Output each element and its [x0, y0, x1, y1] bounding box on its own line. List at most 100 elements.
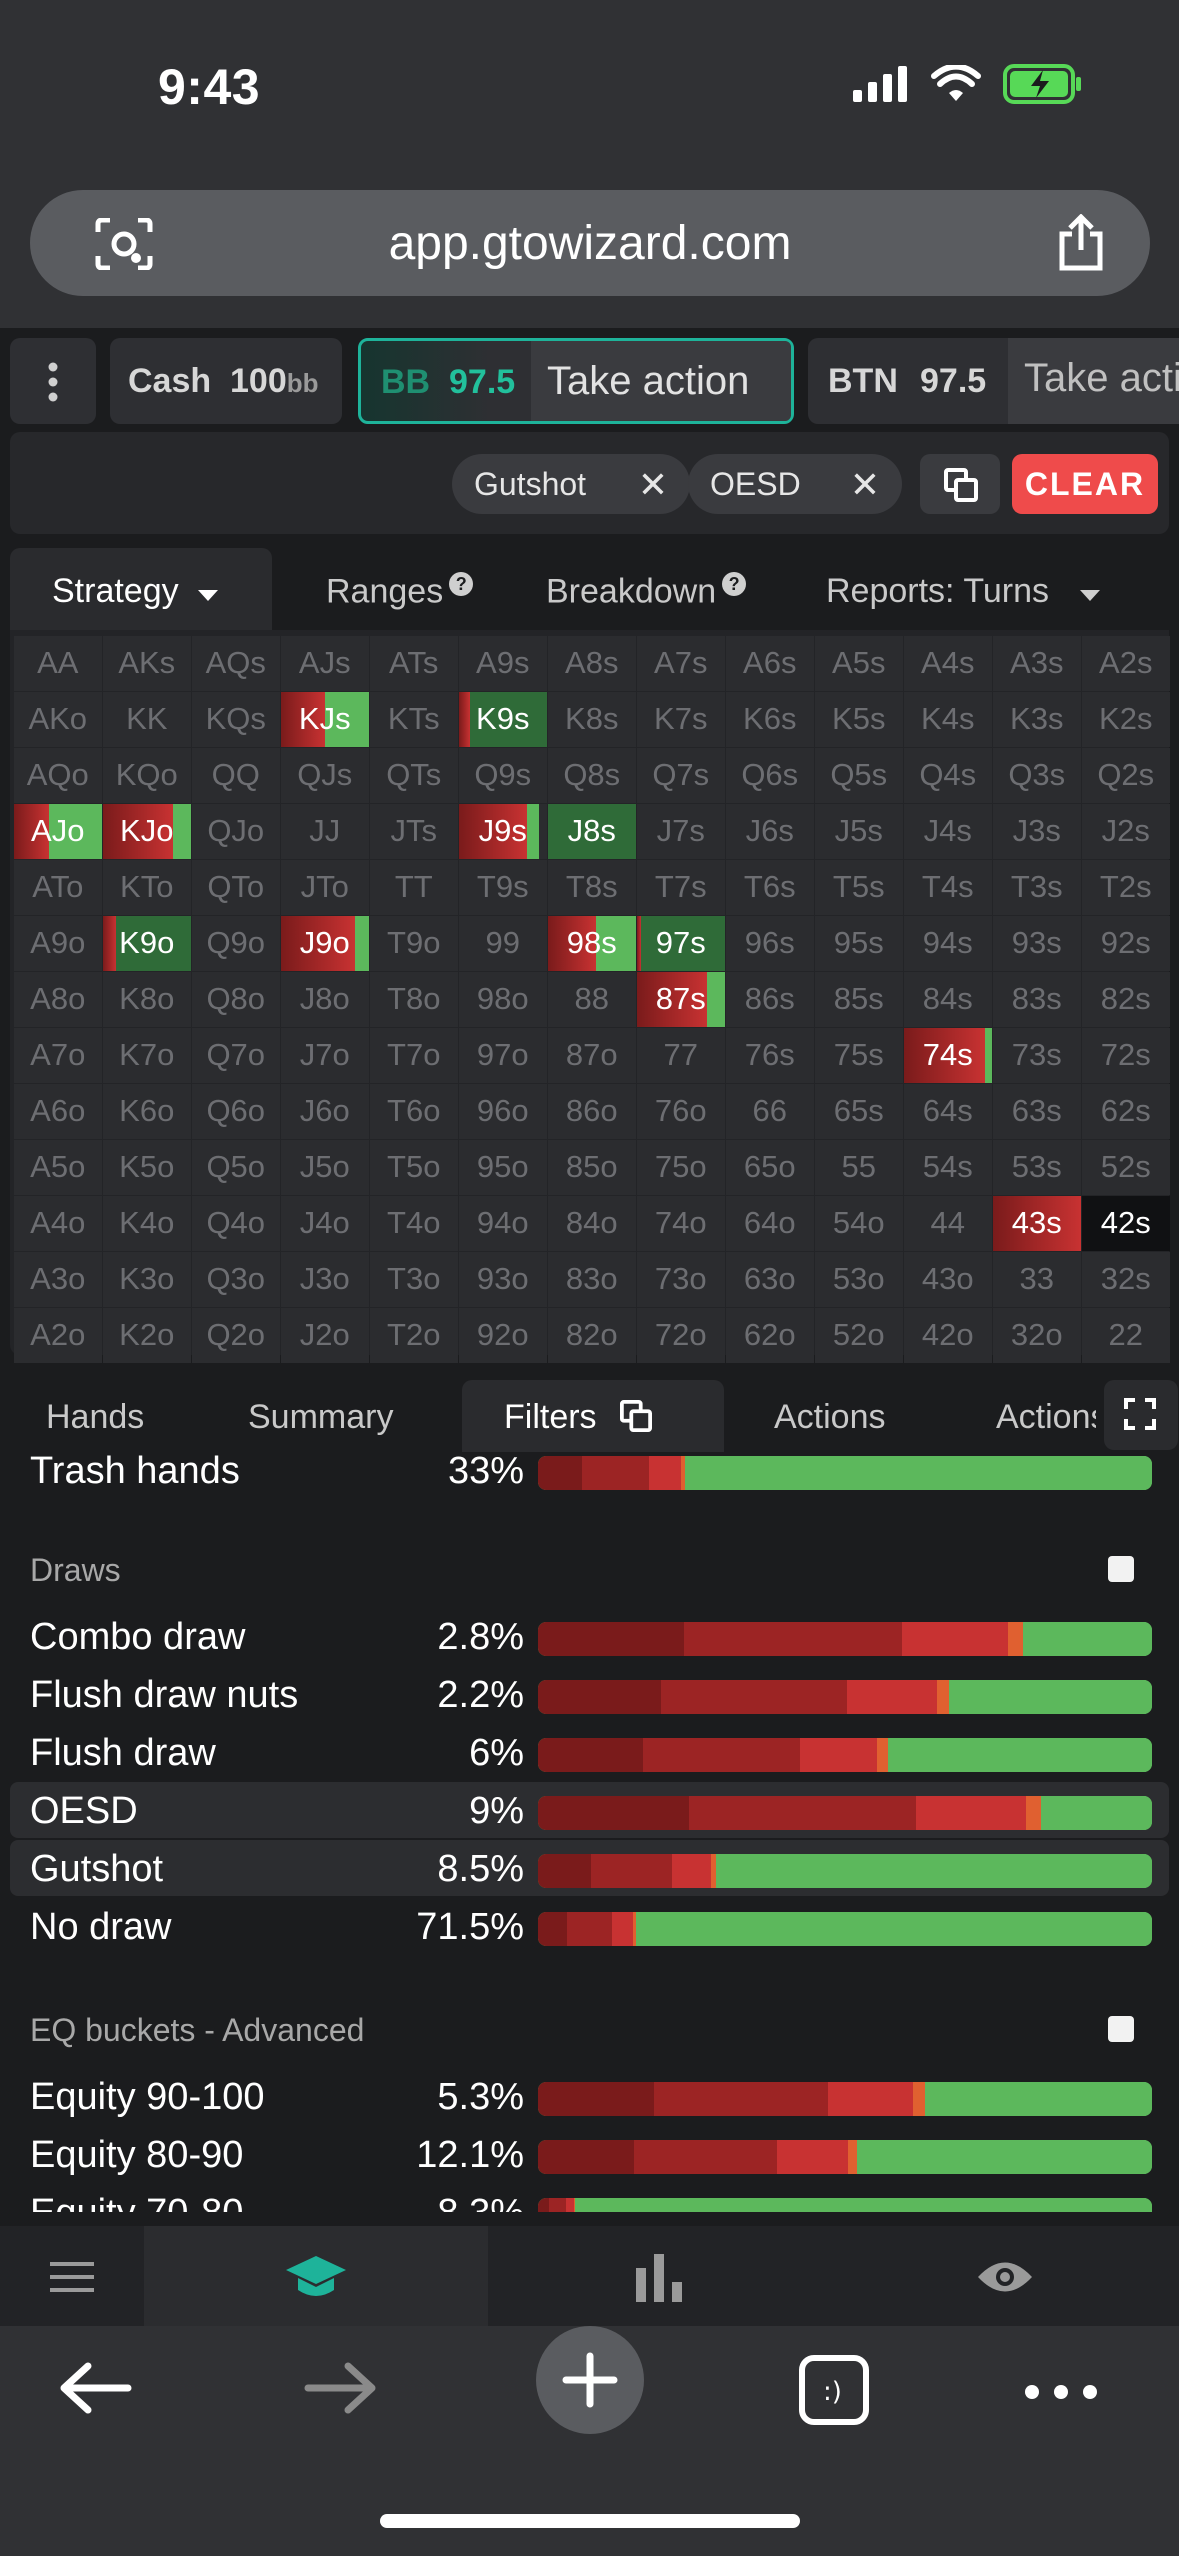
hand-cell[interactable]: K8o — [103, 972, 191, 1027]
hand-cell[interactable]: 33 — [993, 1252, 1081, 1307]
section-toggle[interactable] — [1108, 2016, 1134, 2042]
hand-cell[interactable]: J8o — [281, 972, 369, 1027]
hand-cell[interactable]: K6o — [103, 1084, 191, 1139]
hand-cell[interactable]: K5o — [103, 1140, 191, 1195]
hand-cell[interactable]: J9o — [281, 916, 369, 971]
hand-cell[interactable]: 62s — [1082, 1084, 1170, 1139]
hand-cell[interactable]: 32o — [993, 1308, 1081, 1363]
hand-cell[interactable]: Q5s — [815, 748, 903, 803]
hand-cell[interactable]: T5o — [370, 1140, 458, 1195]
hand-cell[interactable]: KQo — [103, 748, 191, 803]
hand-cell[interactable]: 97s — [637, 916, 725, 971]
hand-cell[interactable]: A4o — [14, 1196, 102, 1251]
hand-cell[interactable]: A8o — [14, 972, 102, 1027]
hand-cell[interactable]: AJo — [14, 804, 102, 859]
hand-cell[interactable]: QJs — [281, 748, 369, 803]
filter-row-oesd[interactable]: OESD 9% — [10, 1782, 1169, 1838]
hand-cell[interactable]: 93o — [459, 1252, 547, 1307]
hand-cell[interactable]: 52s — [1082, 1140, 1170, 1195]
hand-cell[interactable]: 55 — [815, 1140, 903, 1195]
hand-cell[interactable]: 95o — [459, 1140, 547, 1195]
tab-filters[interactable]: Filters — [462, 1380, 724, 1452]
hand-cell[interactable]: Q3o — [192, 1252, 280, 1307]
tab-summary[interactable]: Summary — [248, 1398, 394, 1436]
hand-cell[interactable]: 92o — [459, 1308, 547, 1363]
filter-row-combo-draw[interactable]: Combo draw 2.8% — [10, 1608, 1169, 1664]
hand-cell[interactable]: A3o — [14, 1252, 102, 1307]
hand-cell[interactable]: J4s — [904, 804, 992, 859]
hand-cell[interactable]: KTs — [370, 692, 458, 747]
hand-cell[interactable]: 52o — [815, 1308, 903, 1363]
hand-cell[interactable]: J6o — [281, 1084, 369, 1139]
filter-row-eq-70[interactable]: Equity 70-80 8.3% — [10, 2184, 1169, 2212]
hand-cell[interactable]: 87s — [637, 972, 725, 1027]
hand-cell[interactable]: Q5o — [192, 1140, 280, 1195]
hand-cell[interactable]: A5s — [815, 636, 903, 691]
hand-cell[interactable]: 98s — [548, 916, 636, 971]
hand-cell[interactable]: Q2o — [192, 1308, 280, 1363]
hand-cell[interactable]: Q9o — [192, 916, 280, 971]
hand-cell[interactable]: AQo — [14, 748, 102, 803]
hand-cell[interactable]: A2o — [14, 1308, 102, 1363]
hand-cell[interactable]: Q7s — [637, 748, 725, 803]
filter-row-trash[interactable]: Trash hands 33% — [10, 1452, 1169, 1498]
hand-cell[interactable]: A6o — [14, 1084, 102, 1139]
hand-cell[interactable]: KTo — [103, 860, 191, 915]
hand-cell[interactable]: T5s — [815, 860, 903, 915]
nav-view[interactable] — [836, 2226, 1179, 2326]
hand-cell[interactable]: 43o — [904, 1252, 992, 1307]
hand-cell[interactable]: T6s — [726, 860, 814, 915]
hand-cell[interactable]: 32s — [1082, 1252, 1170, 1307]
hand-cell[interactable]: 83s — [993, 972, 1081, 1027]
hand-cell[interactable]: T4s — [904, 860, 992, 915]
hand-cell[interactable]: 82s — [1082, 972, 1170, 1027]
hand-cell[interactable]: J2o — [281, 1308, 369, 1363]
hand-cell[interactable]: T9o — [370, 916, 458, 971]
hand-cell[interactable]: A5o — [14, 1140, 102, 1195]
hand-cell[interactable]: 76s — [726, 1028, 814, 1083]
hand-cell[interactable]: 64o — [726, 1196, 814, 1251]
tab-ranges[interactable]: Ranges? — [326, 548, 474, 630]
hand-cell[interactable]: 86o — [548, 1084, 636, 1139]
hand-cell[interactable]: K2s — [1082, 692, 1170, 747]
hand-cell[interactable]: T7s — [637, 860, 725, 915]
hand-cell[interactable]: 73s — [993, 1028, 1081, 1083]
hand-cell[interactable]: 72o — [637, 1308, 725, 1363]
hand-cell[interactable]: Q8s — [548, 748, 636, 803]
hand-cell[interactable]: 22 — [1082, 1308, 1170, 1363]
hand-cell[interactable]: A4s — [904, 636, 992, 691]
hand-cell[interactable]: K6s — [726, 692, 814, 747]
tab-hands[interactable]: Hands — [46, 1398, 145, 1436]
filter-row-no-draw[interactable]: No draw 71.5% — [10, 1898, 1169, 1954]
tab-actions-2[interactable]: Actions — [996, 1398, 1096, 1436]
hand-cell[interactable]: QTo — [192, 860, 280, 915]
nav-study[interactable] — [144, 2226, 488, 2326]
hand-cell[interactable]: A8s — [548, 636, 636, 691]
hand-cell[interactable]: K2o — [103, 1308, 191, 1363]
hand-cell[interactable]: 97o — [459, 1028, 547, 1083]
hand-cell[interactable]: 65o — [726, 1140, 814, 1195]
hand-cell[interactable]: 84o — [548, 1196, 636, 1251]
game-settings[interactable]: Cash 100bb — [110, 338, 342, 424]
chip-oesd[interactable]: OESD ✕ — [688, 454, 902, 514]
hand-cell[interactable]: A6s — [726, 636, 814, 691]
hand-cell[interactable]: K4o — [103, 1196, 191, 1251]
hand-cell[interactable]: 62o — [726, 1308, 814, 1363]
hand-cell[interactable]: KK — [103, 692, 191, 747]
hand-cell[interactable]: Q4s — [904, 748, 992, 803]
hand-cell[interactable]: 96s — [726, 916, 814, 971]
tab-breakdown[interactable]: Breakdown? — [546, 548, 747, 630]
menu-button[interactable] — [10, 338, 96, 424]
filter-row-gutshot[interactable]: Gutshot 8.5% — [10, 1840, 1169, 1896]
hand-cell[interactable]: J5s — [815, 804, 903, 859]
hand-cell[interactable]: 74o — [637, 1196, 725, 1251]
hand-cell[interactable]: J4o — [281, 1196, 369, 1251]
hand-cell[interactable]: K4s — [904, 692, 992, 747]
nav-menu[interactable] — [0, 2226, 140, 2326]
hand-cell[interactable]: QJo — [192, 804, 280, 859]
hand-cell[interactable]: Q6o — [192, 1084, 280, 1139]
hand-cell[interactable]: 63o — [726, 1252, 814, 1307]
hand-cell[interactable]: Q9s — [459, 748, 547, 803]
hand-cell[interactable]: J5o — [281, 1140, 369, 1195]
hand-cell[interactable]: 86s — [726, 972, 814, 1027]
